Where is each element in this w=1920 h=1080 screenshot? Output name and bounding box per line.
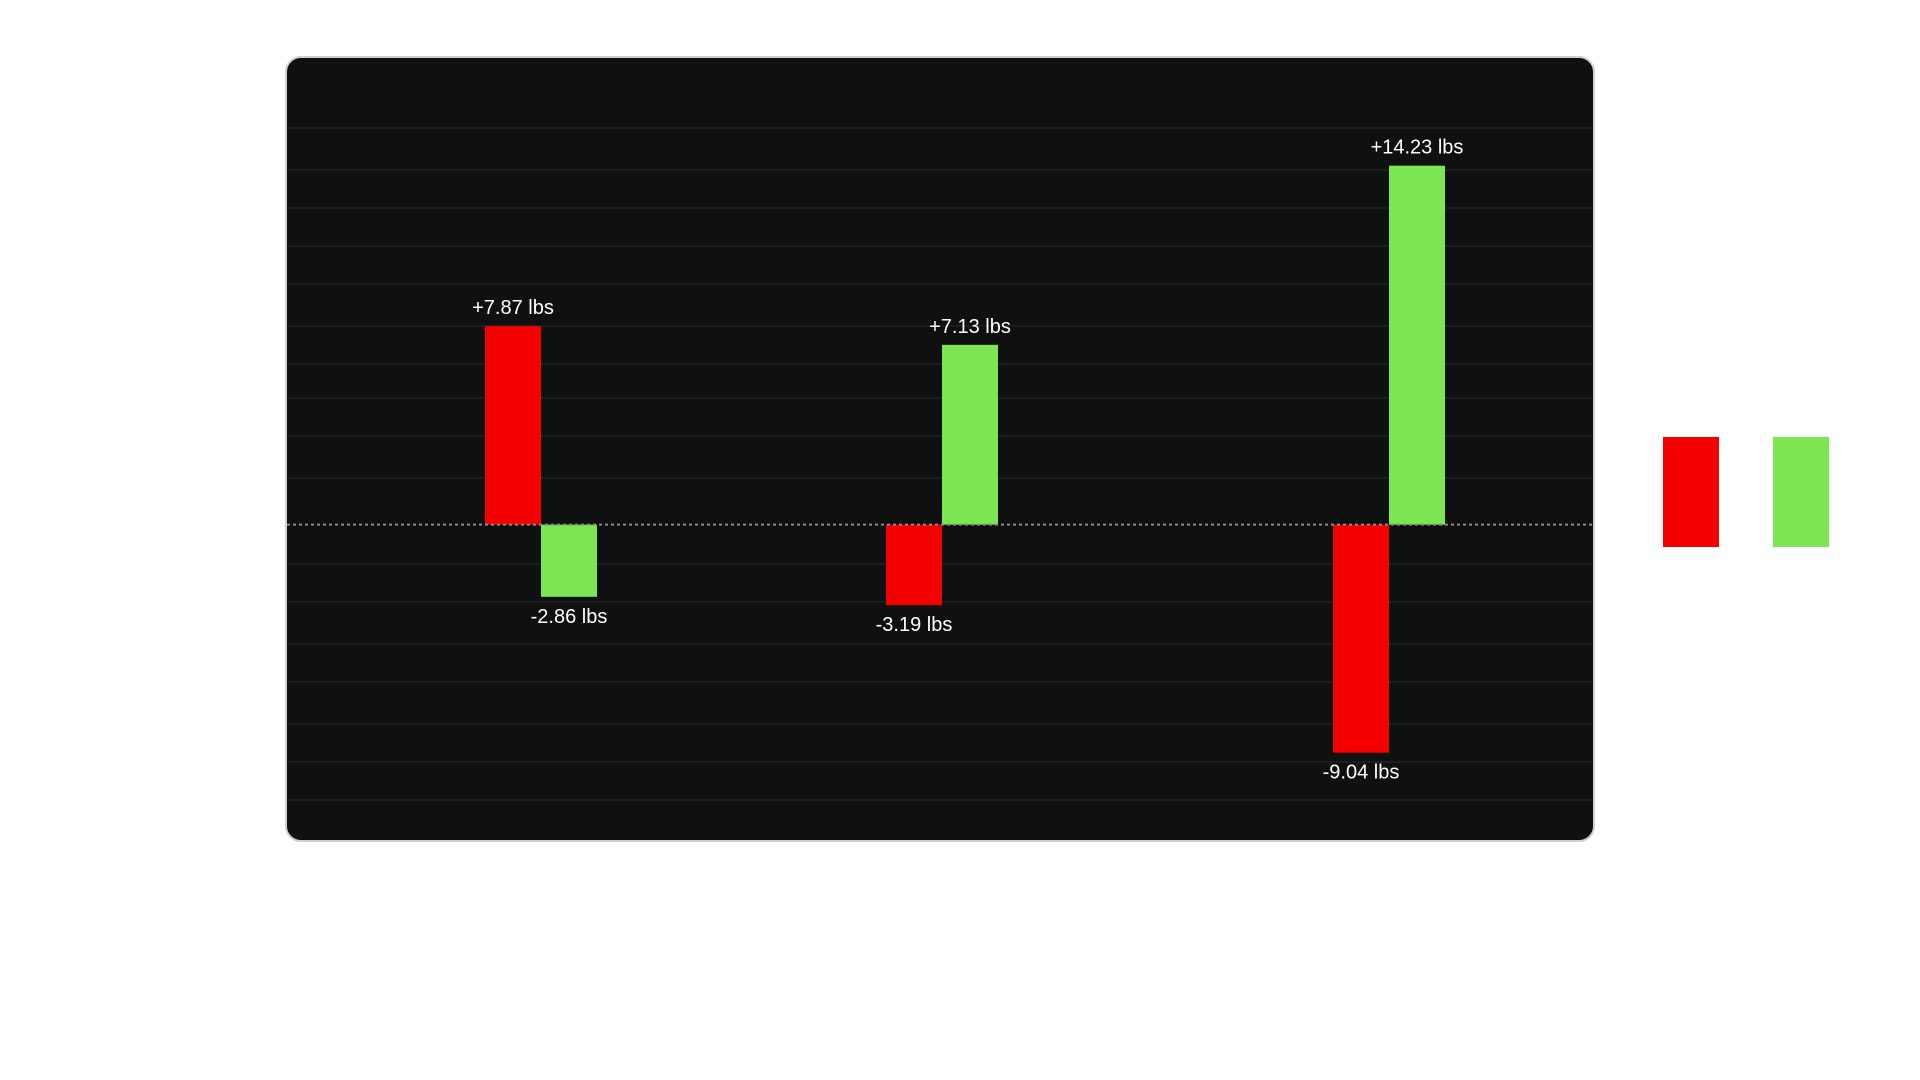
- bar-series-2-group-1: [541, 524, 597, 597]
- bar-value-label: -3.19 lbs: [876, 614, 953, 636]
- bar-series-2-group-3: [1389, 165, 1445, 525]
- bar-series-1-group-3: [1333, 524, 1389, 753]
- bar-value-label: -9.04 lbs: [1323, 762, 1400, 784]
- bar-value-label: +14.23 lbs: [1371, 137, 1464, 159]
- bar-series-1-group-2: [886, 524, 942, 606]
- legend-swatch-series-1: [1663, 437, 1719, 547]
- bar-chart: +7.87 lbs -3.19 lbs -9.04 lbs -2.86 lbs +7.1…: [287, 127, 1593, 801]
- legend-swatch-series-2: [1773, 437, 1829, 547]
- bar-value-label: +7.87 lbs: [472, 297, 554, 319]
- bar-value-label: +7.13 lbs: [929, 316, 1011, 338]
- bars: [485, 165, 1445, 753]
- bar-series-1-group-1: [485, 326, 541, 525]
- bar-series-2-group-2: [942, 344, 998, 525]
- bar-value-label: -2.86 lbs: [531, 606, 608, 628]
- chart-panel: +7.87 lbs -3.19 lbs -9.04 lbs -2.86 lbs +7.1…: [285, 56, 1595, 842]
- bar-value-labels: +7.87 lbs -3.19 lbs -9.04 lbs -2.86 lbs +7.1…: [472, 137, 1463, 784]
